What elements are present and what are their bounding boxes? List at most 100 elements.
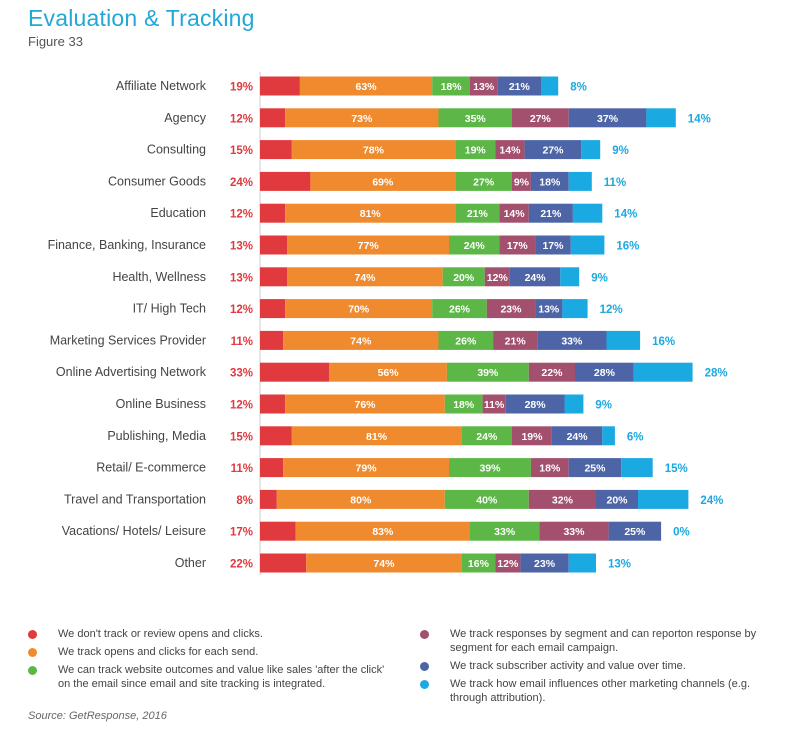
bar-segment [495, 140, 525, 160]
value-label: 35% [465, 113, 487, 125]
value-label: 21% [540, 208, 562, 220]
category-label: Vacations/ Hotels/ Leisure [62, 524, 206, 538]
value-label: 70% [348, 304, 370, 316]
bar-segment [260, 235, 288, 255]
value-label: 18% [441, 81, 463, 93]
value-label: 17% [507, 240, 529, 252]
value-label: 33% [230, 368, 253, 380]
value-label: 16% [616, 241, 639, 253]
value-label: 18% [453, 399, 475, 411]
value-label: 9% [612, 145, 629, 157]
value-label: 24% [525, 272, 547, 284]
value-label: 26% [455, 335, 477, 347]
bar-segment [285, 203, 456, 223]
bar-segment [260, 108, 286, 128]
category-label: Marketing Services Provider [50, 333, 206, 347]
bar-segment [541, 76, 559, 96]
bar-segment [633, 362, 693, 382]
value-label: 21% [467, 208, 489, 220]
category-label: Travel and Transportation [64, 492, 206, 506]
bar-segment [493, 330, 538, 350]
bar-segment [260, 76, 300, 96]
category-label: Education [150, 206, 206, 220]
legend-text: We track how email influences other mark… [450, 678, 750, 704]
legend-text: We can track website outcomes and value … [58, 664, 385, 690]
bar-segment [568, 171, 592, 191]
bar-segment [499, 203, 529, 223]
value-label: 8% [236, 495, 253, 507]
bar-segment [260, 521, 296, 541]
chart-title: Evaluation & Tracking [28, 5, 255, 31]
legend-swatch [28, 666, 37, 675]
value-label: 12% [230, 209, 253, 221]
category-label: Consumer Goods [108, 174, 206, 188]
value-label: 12% [230, 113, 253, 125]
legend-text: We track responses by segment and can re… [450, 628, 757, 654]
value-label: 14% [499, 145, 521, 157]
value-label: 27% [530, 113, 552, 125]
value-label: 9% [595, 400, 612, 412]
value-label: 33% [563, 526, 585, 538]
value-label: 22% [230, 559, 253, 571]
bar-segment [260, 489, 277, 509]
value-label: 20% [606, 494, 628, 506]
category-label: Online Business [116, 397, 206, 411]
legend-text: We track subscriber activity and value o… [450, 660, 686, 672]
value-label: 24% [700, 495, 723, 507]
value-label: 13% [608, 559, 631, 571]
bar-segment [568, 108, 647, 128]
bar-segment [564, 394, 584, 414]
value-label: 81% [366, 431, 388, 443]
bar-segment [596, 489, 638, 509]
source-note: Source: GetResponse, 2016 [28, 710, 167, 722]
value-label: 37% [597, 113, 619, 125]
bar-segment [455, 171, 512, 191]
bar-segment [260, 394, 286, 414]
value-label: 25% [584, 463, 606, 475]
value-label: 76% [354, 399, 376, 411]
bar-segment [606, 330, 641, 350]
bar-segment [495, 553, 521, 573]
value-label: 17% [230, 527, 253, 539]
bar-segment [560, 267, 580, 287]
bar-segment [528, 362, 575, 382]
bar-segment [568, 458, 622, 478]
value-label: 14% [614, 209, 637, 221]
category-label: Agency [164, 111, 206, 125]
bar-segment [499, 235, 536, 255]
bar-segment [260, 426, 292, 446]
stacked-bar-chart: Affiliate Network 19% 63% 18% 13% 21% 8% Agency… [48, 72, 728, 575]
legend-swatch [420, 680, 429, 689]
category-label: IT/ High Tech [133, 302, 206, 316]
bar-segment [461, 426, 512, 446]
legend-text: We track opens and clicks for each send. [58, 646, 259, 658]
value-label: 18% [539, 176, 561, 188]
value-label: 26% [449, 304, 471, 316]
bar-segment [260, 299, 286, 319]
bar-segment [260, 203, 286, 223]
bar-segment [537, 330, 607, 350]
category-label: Finance, Banking, Insurance [48, 238, 206, 252]
bar-segment [442, 267, 485, 287]
bar-segment [276, 489, 445, 509]
bar-segment [512, 108, 569, 128]
bar-segment [285, 394, 445, 414]
legend-item: We track responses by segment and can re… [420, 627, 780, 655]
value-label: 18% [539, 463, 561, 475]
bar-segment [551, 426, 603, 446]
category-label: Publishing, Media [107, 429, 206, 443]
value-label: 56% [378, 367, 400, 379]
value-label: 24% [464, 240, 486, 252]
value-label: 22% [541, 367, 563, 379]
value-label: 6% [627, 431, 644, 443]
bar-segment [512, 171, 531, 191]
value-label: 8% [570, 82, 587, 94]
value-label: 69% [372, 176, 394, 188]
value-label: 24% [230, 177, 253, 189]
value-label: 74% [354, 272, 376, 284]
bar-segment [299, 76, 433, 96]
figure-number: Figure 33 [28, 34, 83, 49]
value-label: 13% [230, 272, 253, 284]
value-label: 15% [230, 145, 253, 157]
bar-segment [621, 458, 653, 478]
